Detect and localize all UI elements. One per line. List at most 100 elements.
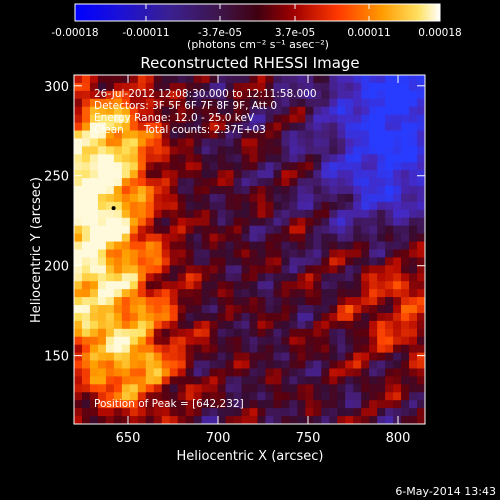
heatmap-pixel bbox=[417, 225, 425, 235]
heatmap-pixel bbox=[401, 106, 410, 116]
heatmap-pixel bbox=[361, 106, 370, 116]
heatmap-pixel bbox=[321, 217, 330, 227]
heatmap-pixel bbox=[313, 360, 322, 370]
heatmap-pixel bbox=[273, 273, 283, 282]
heatmap-pixel bbox=[105, 416, 115, 424]
heatmap-pixel bbox=[201, 360, 211, 370]
heatmap-pixel bbox=[209, 297, 219, 306]
heatmap-pixel bbox=[153, 384, 163, 393]
heatmap-pixel bbox=[313, 162, 322, 171]
heatmap-pixel bbox=[241, 106, 251, 116]
heatmap-pixel bbox=[177, 376, 187, 385]
heatmap-pixel bbox=[153, 130, 163, 140]
heatmap-pixel bbox=[161, 297, 171, 306]
heatmap-pixel bbox=[329, 154, 338, 163]
heatmap-pixel bbox=[409, 384, 418, 393]
heatmap-pixel bbox=[377, 408, 386, 417]
heatmap-pixel bbox=[321, 106, 330, 116]
heatmap-pixel bbox=[297, 312, 306, 322]
heatmap-pixel bbox=[321, 320, 330, 330]
heatmap-pixel bbox=[257, 376, 267, 385]
heatmap-pixel bbox=[409, 281, 418, 290]
heatmap-pixel bbox=[81, 344, 91, 354]
heatmap-pixel bbox=[345, 114, 354, 124]
heatmap-pixel bbox=[89, 209, 99, 219]
heatmap-pixel bbox=[401, 257, 410, 266]
heatmap-pixel bbox=[177, 225, 187, 235]
heatmap-pixel bbox=[345, 170, 354, 179]
heatmap-pixel bbox=[129, 225, 139, 235]
heatmap-pixel bbox=[361, 305, 370, 314]
heatmap-pixel bbox=[361, 193, 370, 203]
heatmap-pixel bbox=[225, 98, 235, 108]
annotation-detectors: Detectors: 3F 5F 6F 7F 8F 9F, Att 0 bbox=[94, 100, 277, 112]
heatmap-pixel bbox=[353, 106, 362, 116]
heatmap-pixel bbox=[313, 320, 322, 330]
heatmap-pixel bbox=[345, 297, 354, 306]
heatmap-pixel bbox=[217, 257, 227, 266]
heatmap-pixel bbox=[145, 82, 155, 92]
heatmap-pixel bbox=[385, 162, 394, 171]
heatmap-pixel bbox=[74, 265, 83, 274]
heatmap-pixel bbox=[393, 170, 402, 179]
heatmap-pixel bbox=[353, 154, 362, 163]
heatmap-pixel bbox=[233, 416, 243, 424]
heatmap-pixel bbox=[409, 154, 418, 163]
heatmap-pixel bbox=[185, 305, 195, 314]
heatmap-pixel bbox=[401, 376, 410, 385]
heatmap-pixel bbox=[417, 408, 425, 417]
heatmap-pixel bbox=[289, 217, 298, 227]
heatmap-pixel bbox=[209, 249, 219, 259]
heatmap-pixel bbox=[74, 114, 83, 124]
heatmap-pixel bbox=[305, 90, 314, 100]
heatmap-pixel bbox=[241, 90, 251, 100]
heatmap-pixel bbox=[97, 75, 107, 84]
heatmap-pixel bbox=[161, 400, 171, 409]
heatmap-pixel bbox=[249, 305, 259, 314]
heatmap-pixel bbox=[129, 178, 139, 187]
heatmap-pixel bbox=[361, 281, 370, 290]
heatmap-pixel bbox=[145, 146, 155, 155]
heatmap-pixel bbox=[225, 328, 235, 338]
heatmap-pixel bbox=[217, 98, 227, 108]
heatmap-pixel bbox=[313, 82, 322, 92]
heatmap-pixel bbox=[209, 360, 219, 370]
heatmap-pixel bbox=[281, 312, 290, 322]
heatmap-pixel bbox=[177, 201, 187, 211]
heatmap-pixel bbox=[257, 193, 267, 203]
heatmap-pixel bbox=[241, 376, 251, 385]
heatmap-pixel bbox=[201, 416, 211, 424]
heatmap-pixel bbox=[385, 416, 394, 424]
heatmap-pixel bbox=[401, 384, 410, 393]
heatmap-pixel bbox=[329, 162, 338, 171]
heatmap-pixel bbox=[289, 352, 298, 362]
heatmap-pixel bbox=[313, 75, 322, 84]
heatmap-pixel bbox=[369, 241, 378, 251]
heatmap-pixel bbox=[209, 376, 219, 385]
heatmap-pixel bbox=[345, 249, 354, 259]
heatmap-pixel bbox=[345, 265, 354, 274]
heatmap-pixel bbox=[273, 225, 283, 235]
heatmap-pixel bbox=[145, 392, 155, 401]
heatmap-pixel bbox=[273, 90, 283, 100]
heatmap-pixel bbox=[337, 130, 346, 140]
heatmap-pixel bbox=[337, 241, 346, 251]
heatmap-pixel bbox=[185, 75, 195, 84]
heatmap-pixel bbox=[281, 384, 290, 393]
heatmap-pixel bbox=[289, 154, 298, 163]
heatmap-pixel bbox=[321, 225, 330, 235]
heatmap-pixel bbox=[113, 233, 123, 243]
heatmap-pixel bbox=[305, 281, 314, 290]
heatmap-pixel bbox=[105, 352, 115, 362]
heatmap-pixel bbox=[265, 178, 275, 187]
heatmap-pixel bbox=[361, 384, 370, 393]
heatmap-pixel bbox=[233, 328, 243, 338]
heatmap-pixel bbox=[257, 408, 267, 417]
heatmap-pixel bbox=[153, 186, 163, 195]
heatmap-pixel bbox=[81, 305, 91, 314]
heatmap-pixel bbox=[329, 336, 338, 346]
heatmap-pixel bbox=[297, 154, 306, 163]
heatmap-pixel bbox=[401, 328, 410, 338]
heatmap-pixel bbox=[177, 360, 187, 370]
heatmap-pixel bbox=[345, 138, 354, 147]
